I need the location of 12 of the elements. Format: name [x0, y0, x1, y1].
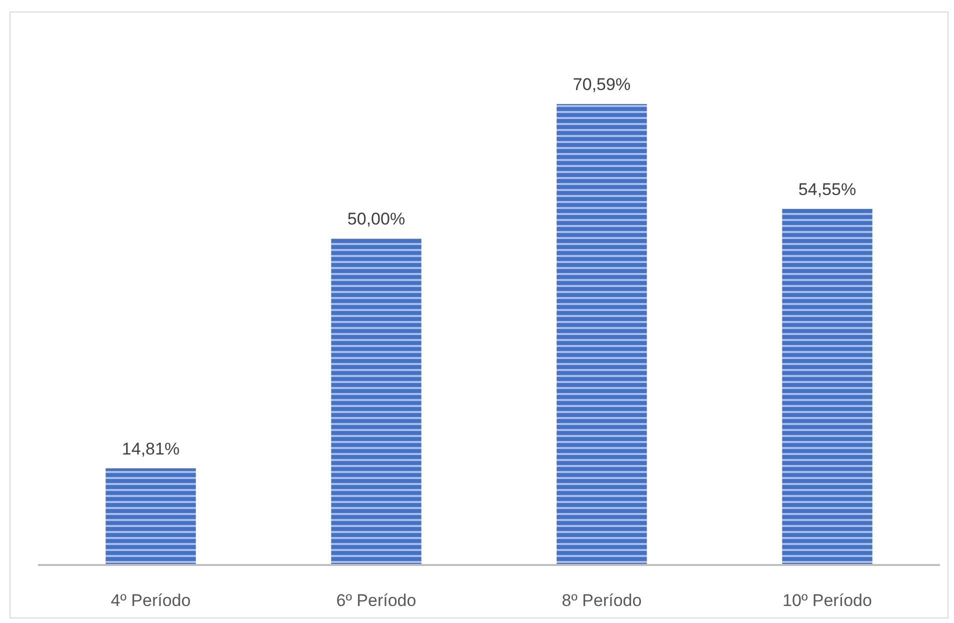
x-tick-label: 6º Período: [336, 591, 416, 610]
x-tick-label: 8º Período: [562, 591, 642, 610]
data-label: 70,59%: [572, 75, 631, 94]
bar: [106, 468, 196, 565]
data-label: 14,81%: [122, 439, 180, 458]
x-tick-label: 10º Período: [782, 591, 872, 610]
bar: [782, 208, 872, 565]
data-label: 54,55%: [798, 180, 856, 199]
data-label: 50,00%: [347, 209, 406, 228]
x-tick-label: 4º Período: [110, 591, 191, 610]
bar: [331, 238, 422, 565]
bar: [556, 104, 647, 565]
